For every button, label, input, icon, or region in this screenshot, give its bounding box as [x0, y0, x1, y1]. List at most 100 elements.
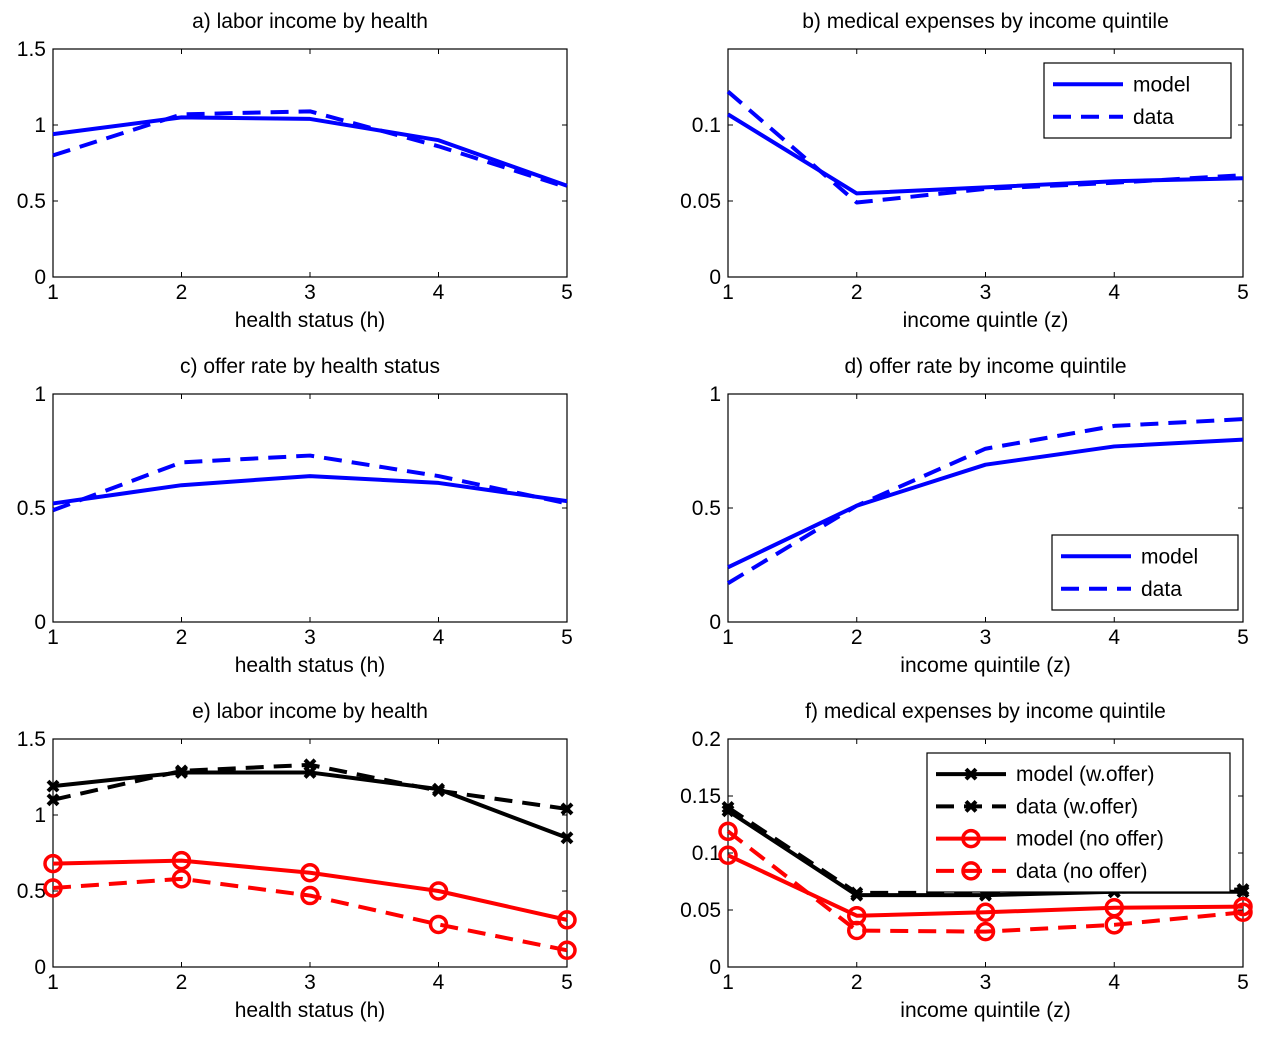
- x-tick-label: 5: [1237, 971, 1249, 994]
- x-tick-label: 4: [1108, 971, 1120, 994]
- legend-box: [1051, 534, 1239, 611]
- x-tick-label: 2: [176, 626, 188, 649]
- data-point: [975, 902, 996, 923]
- x-tick-label: 4: [433, 281, 445, 304]
- data-point: [847, 920, 867, 941]
- series-line-3: [52, 858, 568, 922]
- series-line-1: [727, 437, 1244, 570]
- chart-panel-4: d) offer rate by income quintile 1 2 3 4 5 0 0.…: [692, 355, 1249, 677]
- x-tick-label: 1: [722, 281, 734, 304]
- series-line-2: [726, 90, 1244, 205]
- y-tick-label: 1: [34, 804, 46, 827]
- data-point: [300, 885, 320, 906]
- data-point: [718, 845, 738, 866]
- data-point: [432, 784, 445, 798]
- data-point: [300, 863, 320, 883]
- x-tick-label: 3: [304, 281, 316, 304]
- x-tick-label: 2: [176, 281, 188, 304]
- data-point: [43, 853, 63, 874]
- data-point: [557, 910, 577, 930]
- data-point: [557, 940, 577, 961]
- legend-marker: [964, 799, 978, 813]
- chart-title: b) medical expenses by income quintile: [802, 10, 1169, 33]
- data-point: [721, 800, 735, 814]
- data-point: [975, 921, 996, 942]
- plot-area: [52, 393, 568, 623]
- chart-panel-6: f) medical expenses by income quintile 1 2…: [680, 700, 1253, 1022]
- y-tick-label: 1.5: [17, 38, 46, 61]
- chart-title: f) medical expenses by income quintile: [805, 700, 1166, 723]
- y-tick-label: 1: [709, 383, 721, 406]
- y-tick-label: 0.1: [692, 114, 721, 137]
- data-point: [560, 802, 574, 816]
- legend-label: model (no offer): [1016, 828, 1164, 851]
- x-tick-label: 3: [980, 971, 992, 994]
- x-tick-label: 5: [561, 971, 573, 994]
- chart-panel-2: b) medical expenses by income quintile 1 2…: [680, 10, 1249, 332]
- data-point: [303, 758, 317, 772]
- x-tick-label: 1: [47, 626, 59, 649]
- y-tick-label: 1: [34, 114, 46, 137]
- data-point: [428, 881, 449, 901]
- legend-label: data (w.offer): [1016, 795, 1138, 818]
- x-tick-label: 4: [433, 626, 445, 649]
- chart-title: e) labor income by health: [192, 700, 428, 723]
- legend-label: model: [1133, 73, 1190, 96]
- x-tick-label: 4: [1108, 626, 1120, 649]
- x-axis-label: income quintile (z): [900, 999, 1070, 1022]
- y-tick-label: 0.1: [692, 842, 721, 865]
- x-tick-label: 3: [980, 281, 992, 304]
- series-line-3: [727, 853, 1244, 918]
- chart-title: d) offer rate by income quintile: [844, 355, 1126, 378]
- x-tick-label: 2: [851, 971, 863, 994]
- x-tick-label: 3: [304, 971, 316, 994]
- legend-label: data: [1133, 106, 1174, 129]
- legend: model data: [1051, 534, 1239, 611]
- legend: model (w.offer) data (w.offer) model (no o…: [926, 752, 1231, 893]
- x-tick-label: 3: [980, 626, 992, 649]
- x-tick-label: 4: [433, 971, 445, 994]
- data-point: [1233, 902, 1253, 923]
- x-tick-label: 1: [722, 626, 734, 649]
- legend-label: data: [1141, 578, 1182, 601]
- series-line-2: [52, 453, 568, 513]
- series-line-2: [52, 109, 568, 190]
- y-tick-label: 0: [34, 611, 46, 634]
- series-line-1: [52, 115, 568, 188]
- chart-panel-3: c) offer rate by health status 1 2 3 4 5 0 0.5 1…: [17, 355, 573, 677]
- series-line-4: [726, 829, 1244, 934]
- data-point: [718, 821, 738, 842]
- x-tick-label: 1: [47, 971, 59, 994]
- x-tick-label: 1: [722, 971, 734, 994]
- series-line-1: [52, 474, 568, 506]
- data-point: [428, 914, 449, 935]
- y-tick-label: 0.15: [680, 785, 721, 808]
- x-tick-label: 4: [1108, 281, 1120, 304]
- chart-panel-5: e) labor income by health 1 2 3 4 5 0 0.5 1 1.5 he…: [17, 700, 577, 1022]
- y-tick-label: 0.5: [692, 497, 721, 520]
- y-tick-label: 0.5: [17, 190, 46, 213]
- x-tick-label: 2: [851, 281, 863, 304]
- x-axis-label: income quintle (z): [903, 309, 1069, 332]
- x-tick-label: 5: [561, 626, 573, 649]
- y-tick-label: 1: [34, 383, 46, 406]
- y-tick-label: 0.5: [17, 497, 46, 520]
- y-tick-label: 0: [709, 956, 721, 979]
- legend-marker: [964, 767, 978, 781]
- x-tick-label: 5: [561, 281, 573, 304]
- legend-box: [1043, 62, 1232, 139]
- x-tick-label: 1: [47, 281, 59, 304]
- legend-label: data (no offer): [1016, 860, 1148, 883]
- data-point: [175, 764, 188, 778]
- data-point: [171, 850, 192, 871]
- y-tick-label: 0: [34, 266, 46, 289]
- data-point: [850, 886, 864, 900]
- chart-panel-1: a) labor income by health 1 2 3 4 5 0 0.5 1 1.5 he…: [17, 10, 573, 332]
- y-tick-label: 0.05: [680, 899, 721, 922]
- x-tick-label: 2: [176, 971, 188, 994]
- legend-marker: [961, 828, 981, 849]
- series-line-4: [52, 876, 568, 953]
- data-point: [1236, 883, 1250, 896]
- data-point: [46, 779, 60, 793]
